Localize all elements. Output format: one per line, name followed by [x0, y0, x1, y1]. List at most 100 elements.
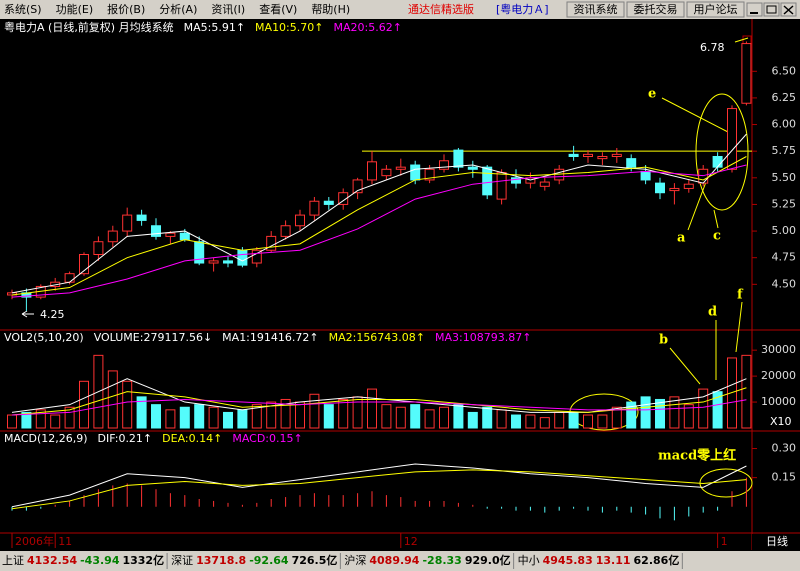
volume-bar — [79, 380, 89, 429]
menu-item[interactable]: 系统(S) — [4, 3, 42, 16]
volume-bar — [597, 414, 608, 429]
candle-body — [295, 214, 305, 227]
legend-item: MA1:191416.72↑ — [222, 331, 318, 344]
x-tick-label: 1 — [721, 535, 728, 548]
bar-legend: VOLUME:279117.56↓ — [94, 331, 212, 344]
volume-bar — [568, 411, 579, 429]
annotation: d — [708, 305, 717, 320]
volume-bar — [539, 417, 550, 429]
volume-bar — [266, 401, 277, 429]
annotation: f — [737, 288, 744, 303]
candle-body — [395, 166, 406, 170]
volume-bar — [381, 404, 392, 429]
menu-item[interactable]: 资讯(I) — [211, 3, 245, 16]
candle-body — [611, 153, 622, 158]
status-bar — [0, 551, 800, 571]
indicator-line — [11, 164, 747, 298]
indicator-line — [11, 378, 747, 413]
volume-bar — [712, 391, 723, 429]
status-label: 深证 — [171, 554, 193, 567]
y-tick-label: 10000 — [761, 395, 796, 408]
menu-item[interactable]: 帮助(H) — [311, 2, 350, 16]
candle-body — [208, 260, 219, 264]
x-tick-label: 12 — [404, 535, 418, 548]
panel-title: 粤电力A (日线,前复权) 月均线系统 — [4, 20, 174, 34]
legend-item: DEA:0.14↑ — [162, 432, 222, 445]
candle-body — [352, 179, 363, 194]
candle-body — [280, 225, 291, 237]
toolbar-button[interactable] — [686, 1, 745, 18]
candle-body — [107, 230, 118, 243]
volume-bar — [223, 411, 233, 429]
candle-body — [93, 241, 104, 256]
panel-title: VOL2(5,10,20) — [4, 331, 84, 344]
minimize-button[interactable] — [746, 2, 763, 17]
volume-bar — [237, 409, 248, 429]
menu-item[interactable]: 分析(A) — [159, 2, 197, 16]
legend-item: MA10:5.70↑ — [255, 21, 323, 34]
candle-body — [583, 153, 593, 158]
y-tick-label: 4.75 — [772, 251, 797, 264]
status-value: 4089.94 — [369, 554, 419, 567]
menu-item[interactable]: 功能(E) — [56, 2, 94, 16]
icon — [766, 5, 777, 14]
candle-body — [64, 273, 75, 283]
candle-body — [151, 225, 161, 237]
candle-body — [439, 160, 449, 170]
volume-bar — [525, 414, 536, 429]
candle-body — [122, 214, 133, 232]
annotation: c — [713, 229, 721, 244]
y-tick-label: 4.50 — [772, 277, 797, 290]
x-tick-label: 11 — [58, 535, 72, 548]
panel-toggle[interactable] — [742, 35, 752, 45]
volume-bar — [554, 411, 565, 429]
candle-body — [453, 149, 464, 168]
window-controls — [746, 2, 797, 17]
candle-body — [712, 156, 723, 168]
candle-body — [741, 43, 752, 104]
y-tick-label: 5.50 — [772, 171, 797, 184]
volume-bar — [7, 414, 17, 429]
indicator-line — [11, 133, 747, 294]
menu-item[interactable]: 查看(V) — [259, 2, 297, 16]
volume-bar — [467, 411, 478, 429]
candle-body — [237, 249, 248, 266]
candle-body — [323, 200, 334, 205]
candle-body — [165, 232, 176, 237]
candle-body — [194, 241, 205, 264]
volume-bar — [655, 398, 665, 429]
status-amount: 62.86亿 — [634, 553, 680, 567]
candle-body — [640, 170, 651, 181]
toolbar-button[interactable] — [566, 1, 625, 18]
candle-body — [338, 192, 349, 205]
annotation: macd零上红 — [658, 448, 736, 464]
legend-item: MA2:156743.08↑ — [329, 331, 425, 344]
period-button[interactable] — [752, 534, 800, 550]
indicator-line — [11, 398, 747, 416]
volume-bar — [338, 398, 349, 429]
toolbar-button[interactable] — [626, 1, 685, 18]
volume-bar — [64, 406, 75, 429]
y-tick-label: 0.30 — [772, 442, 797, 455]
candle-body — [410, 164, 421, 181]
status-amount: 929.0亿 — [465, 553, 511, 567]
volume-bar — [482, 406, 493, 429]
status-change: -92.64 — [249, 554, 289, 567]
y-tick-label: 20000 — [761, 369, 796, 382]
indicator-line — [11, 156, 747, 296]
menu-item[interactable]: 报价(B) — [107, 2, 145, 16]
volume-bar — [352, 396, 363, 429]
maximize-button[interactable] — [763, 2, 780, 17]
toolbar-button-label: 委托交易 — [634, 2, 678, 16]
candle-body — [467, 166, 478, 170]
candle-body — [539, 181, 550, 187]
candle-body — [251, 249, 262, 264]
candle-body — [482, 166, 493, 196]
candle-body — [309, 200, 320, 216]
volume-bar — [280, 398, 291, 429]
volume-bar — [439, 406, 449, 429]
candle-body — [79, 254, 89, 275]
y-tick-label: 6.25 — [772, 91, 797, 104]
volume-bar — [424, 409, 435, 429]
stock-tag: [粤电力Ａ] — [496, 2, 549, 16]
